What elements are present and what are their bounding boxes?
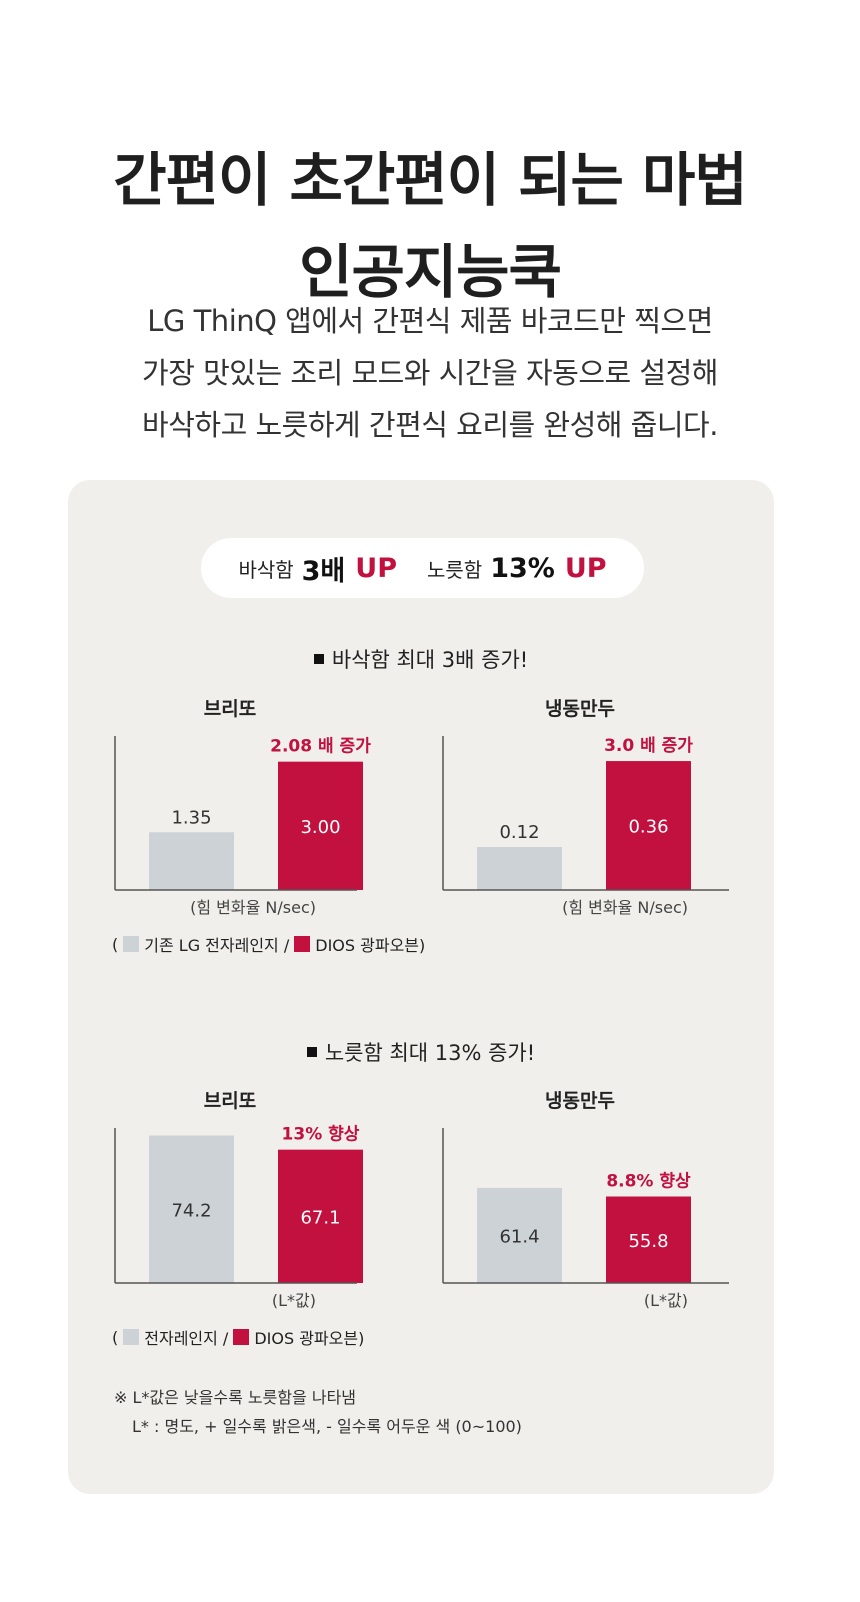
bar-value-label: 0.12 <box>499 822 539 843</box>
bar-dios-oven <box>606 1196 691 1283</box>
bar-microwave <box>149 832 234 890</box>
bar-charts: 브리또 1.35 3.00 2.08 배 증가 (힘 변화율 N/sec) 냉동만두 0.1… <box>114 698 729 1310</box>
legend-item-1: 기존 LG 전자레인지 / <box>144 936 290 955</box>
unit-label: (L*값) <box>644 1291 688 1310</box>
brown-up: UP <box>564 552 607 584</box>
unit-label: (L*값) <box>272 1291 316 1310</box>
chart-title: 냉동만두 <box>545 1090 615 1112</box>
lead-line-2: 가장 맛있는 조리 모드와 시간을 자동으로 설정해 <box>142 356 718 390</box>
crisp-label: 바삭함 <box>238 557 294 582</box>
bar-value-label: 1.35 <box>171 807 211 828</box>
legend-red-swatch <box>294 936 311 952</box>
increase-annotation: 13% 향상 <box>282 1124 360 1145</box>
bar-value-label: 67.1 <box>300 1207 340 1228</box>
headline: 간편이 초간편이 되는 마법 인공지능쿡 <box>0 134 860 318</box>
bar-microwave <box>149 1135 234 1283</box>
bar-microwave <box>477 1187 562 1283</box>
bar-dios-oven <box>278 1149 363 1283</box>
lead-line-3: 바삭하고 노릇하게 간편식 요리를 완성해 줍니다. <box>142 408 718 442</box>
section-title-text: 바삭함 최대 3배 증가! <box>331 648 529 672</box>
chart-title: 브리또 <box>204 1090 256 1112</box>
increase-annotation: 2.08 배 증가 <box>270 737 371 757</box>
bar-value-label: 74.2 <box>171 1200 211 1221</box>
summary-pill: 바삭함 3배 UP 노릇함 13% UP <box>201 538 644 598</box>
legend-paren: ( <box>112 1327 119 1347</box>
chart-title: 냉동만두 <box>545 698 615 720</box>
note-line-1: ※ L*값은 낮을수록 노릇함을 나타냄 <box>114 1388 357 1407</box>
lead-line-1: LG ThinQ 앱에서 간편식 제품 바코드만 찍으면 <box>147 304 713 338</box>
bar-value-label: 0.36 <box>628 817 668 838</box>
bar-dios-oven <box>278 761 363 890</box>
bar-value-label: 55.8 <box>628 1231 668 1252</box>
bar-dios-oven <box>606 761 691 890</box>
bar-value-label: 61.4 <box>499 1226 539 1247</box>
brown-value: 13% <box>490 552 555 584</box>
legend-item-2: DIOS 광파오븐) <box>254 1329 365 1348</box>
headline-line-2: 인공지능쿡 <box>299 238 562 306</box>
unit-label: (힘 변화율 N/sec) <box>562 898 688 917</box>
legend-paren: ( <box>112 934 119 954</box>
legend-red-swatch <box>233 1329 250 1345</box>
crisp-up: UP <box>355 552 397 584</box>
legend-gray-swatch <box>123 936 140 952</box>
unit-label: (힘 변화율 N/sec) <box>190 898 316 917</box>
brown-label: 노릇함 <box>427 557 483 582</box>
legend-browning: ( 전자레인지 / DIOS 광파오븐) <box>112 1325 364 1349</box>
headline-line-1: 간편이 초간편이 되는 마법 <box>113 146 748 214</box>
section-title-browning: 노릇함 최대 13% 증가! <box>68 1037 774 1067</box>
comparison-panel: 바삭함 3배 UP 노릇함 13% UP 바삭함 최대 3배 증가! ( 기존 … <box>68 480 774 1494</box>
square-bullet-icon <box>306 1047 317 1057</box>
increase-annotation: 8.8% 향상 <box>606 1171 691 1192</box>
bar-microwave <box>477 847 562 890</box>
legend-crispness: ( 기존 LG 전자레인지 / DIOS 광파오븐) <box>112 932 425 956</box>
square-bullet-icon <box>313 654 324 664</box>
legend-gray-swatch <box>123 1329 140 1345</box>
increase-annotation: 3.0 배 증가 <box>604 736 693 756</box>
section-title-crispness: 바삭함 최대 3배 증가! <box>68 644 774 674</box>
note-line-2: L* : 명도, + 일수록 밝은색, - 일수록 어두운 색 (0~100) <box>132 1417 522 1436</box>
legend-item-2: DIOS 광파오븐) <box>315 936 426 955</box>
section-title-text: 노릇함 최대 13% 증가! <box>324 1041 536 1065</box>
bar-value-label: 3.00 <box>300 817 340 838</box>
legend-item-1: 전자레인지 / <box>144 1329 229 1348</box>
lead-text: LG ThinQ 앱에서 간편식 제품 바코드만 찍으면 가장 맛있는 조리 모… <box>0 295 860 451</box>
notes: ※ L*값은 낮을수록 노릇함을 나타냄 L* : 명도, + 일수록 밝은색,… <box>114 1383 522 1441</box>
chart-title: 브리또 <box>204 698 256 720</box>
crisp-value: 3배 <box>301 555 346 587</box>
